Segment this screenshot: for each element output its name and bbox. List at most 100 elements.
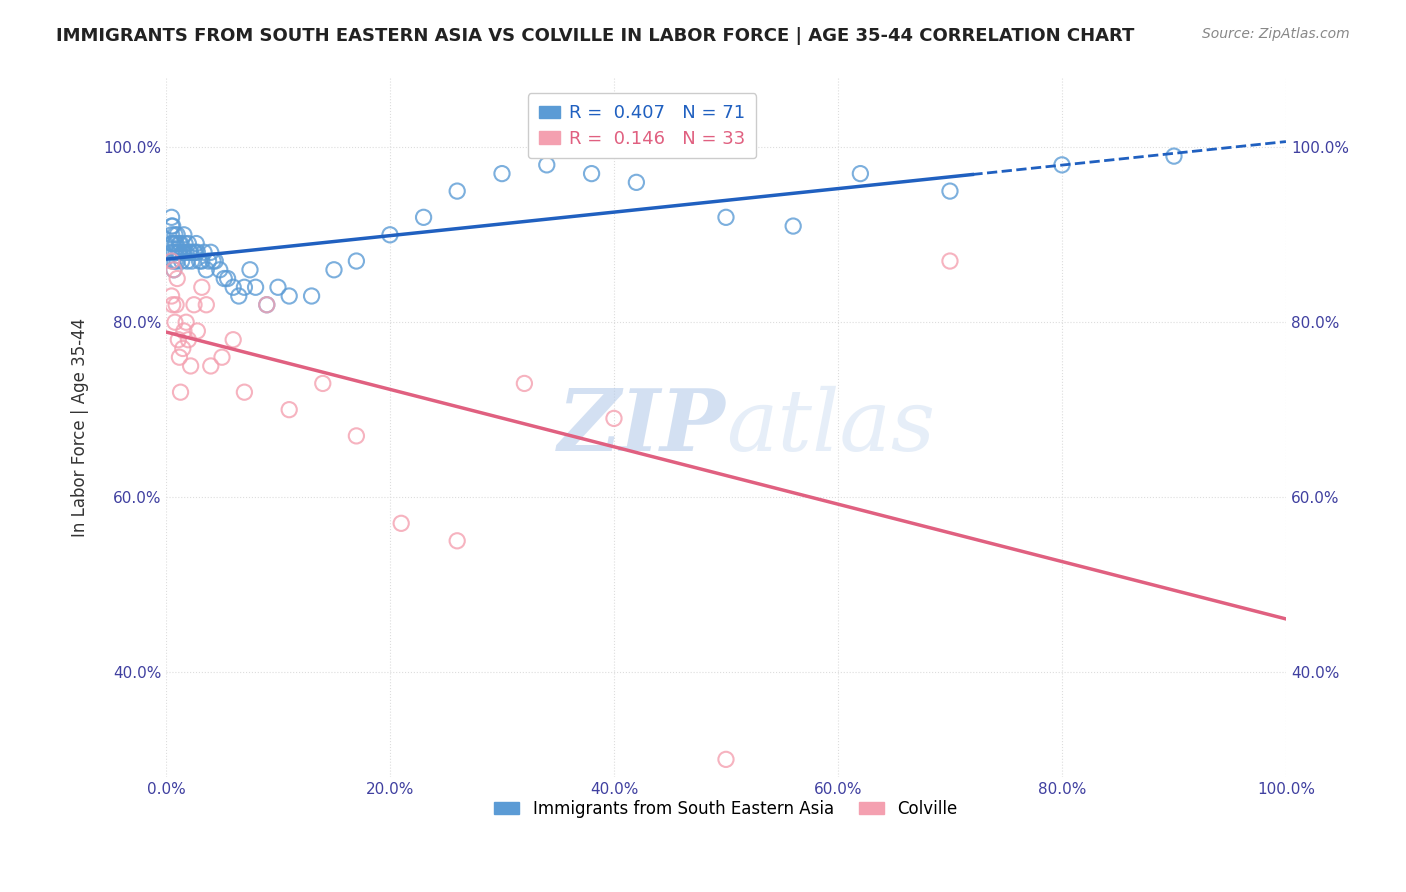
Point	[163, 236, 186, 251]
Point	[167, 333, 190, 347]
Point	[163, 254, 186, 268]
Point	[200, 245, 222, 260]
Point	[174, 236, 197, 251]
Point	[195, 298, 218, 312]
Point	[278, 289, 301, 303]
Point	[204, 254, 226, 268]
Point	[173, 324, 195, 338]
Point	[163, 262, 186, 277]
Point	[174, 315, 197, 329]
Point	[165, 245, 187, 260]
Point	[163, 245, 186, 260]
Point	[160, 236, 183, 251]
Point	[160, 211, 183, 225]
Point	[163, 262, 186, 277]
Point	[939, 184, 962, 198]
Point	[256, 298, 278, 312]
Point	[603, 411, 626, 425]
Point	[256, 298, 278, 312]
Point	[217, 271, 239, 285]
Legend: Immigrants from South Eastern Asia, Colville: Immigrants from South Eastern Asia, Colv…	[488, 793, 965, 824]
Point	[200, 359, 222, 373]
Point	[222, 333, 245, 347]
Point	[180, 254, 202, 268]
Point	[169, 245, 191, 260]
Point	[233, 385, 256, 400]
Point	[162, 254, 184, 268]
Point	[208, 262, 231, 277]
Point	[166, 271, 188, 285]
Point	[169, 236, 191, 251]
Point	[233, 280, 256, 294]
Point	[179, 245, 201, 260]
Point	[165, 298, 187, 312]
Point	[626, 175, 648, 189]
Point	[186, 324, 208, 338]
Point	[344, 429, 367, 443]
Point	[176, 254, 198, 268]
Point	[513, 376, 536, 391]
Point	[177, 236, 200, 251]
Point	[177, 333, 200, 347]
Point	[166, 227, 188, 242]
Point	[174, 245, 197, 260]
Point	[163, 315, 186, 329]
Point	[195, 262, 218, 277]
Text: atlas: atlas	[725, 386, 935, 468]
Point	[267, 280, 290, 294]
Point	[197, 254, 219, 268]
Point	[160, 289, 183, 303]
Point	[169, 236, 191, 251]
Point	[162, 236, 184, 251]
Text: ZIP: ZIP	[558, 385, 725, 469]
Text: Source: ZipAtlas.com: Source: ZipAtlas.com	[1202, 27, 1350, 41]
Point	[160, 219, 183, 233]
Point	[446, 533, 468, 548]
Point	[193, 245, 215, 260]
Point	[389, 516, 412, 531]
Point	[536, 158, 558, 172]
Point	[714, 211, 737, 225]
Point	[172, 342, 194, 356]
Point	[169, 350, 191, 364]
Point	[170, 254, 193, 268]
Point	[186, 245, 208, 260]
Point	[222, 280, 245, 294]
Point	[228, 289, 250, 303]
Point	[180, 245, 202, 260]
Point	[323, 262, 346, 277]
Point	[1050, 158, 1073, 172]
Point	[312, 376, 335, 391]
Point	[169, 385, 191, 400]
Point	[202, 254, 225, 268]
Point	[1163, 149, 1185, 163]
Point	[160, 227, 183, 242]
Point	[173, 245, 195, 260]
Point	[446, 184, 468, 198]
Point	[188, 254, 211, 268]
Text: IMMIGRANTS FROM SOUTH EASTERN ASIA VS COLVILLE IN LABOR FORCE | AGE 35-44 CORREL: IMMIGRANTS FROM SOUTH EASTERN ASIA VS CO…	[56, 27, 1135, 45]
Point	[939, 254, 962, 268]
Point	[166, 254, 188, 268]
Point	[849, 167, 872, 181]
Point	[581, 167, 603, 181]
Point	[180, 359, 202, 373]
Point	[344, 254, 367, 268]
Point	[714, 752, 737, 766]
Point	[167, 245, 190, 260]
Point	[173, 227, 195, 242]
Y-axis label: In Labor Force | Age 35-44: In Labor Force | Age 35-44	[72, 318, 89, 537]
Point	[183, 245, 205, 260]
Point	[191, 254, 214, 268]
Point	[212, 271, 235, 285]
Point	[239, 262, 262, 277]
Point	[378, 227, 401, 242]
Point	[160, 245, 183, 260]
Point	[162, 298, 184, 312]
Point	[163, 227, 186, 242]
Point	[165, 236, 187, 251]
Point	[191, 280, 214, 294]
Point	[491, 167, 513, 181]
Point	[183, 298, 205, 312]
Point	[172, 245, 194, 260]
